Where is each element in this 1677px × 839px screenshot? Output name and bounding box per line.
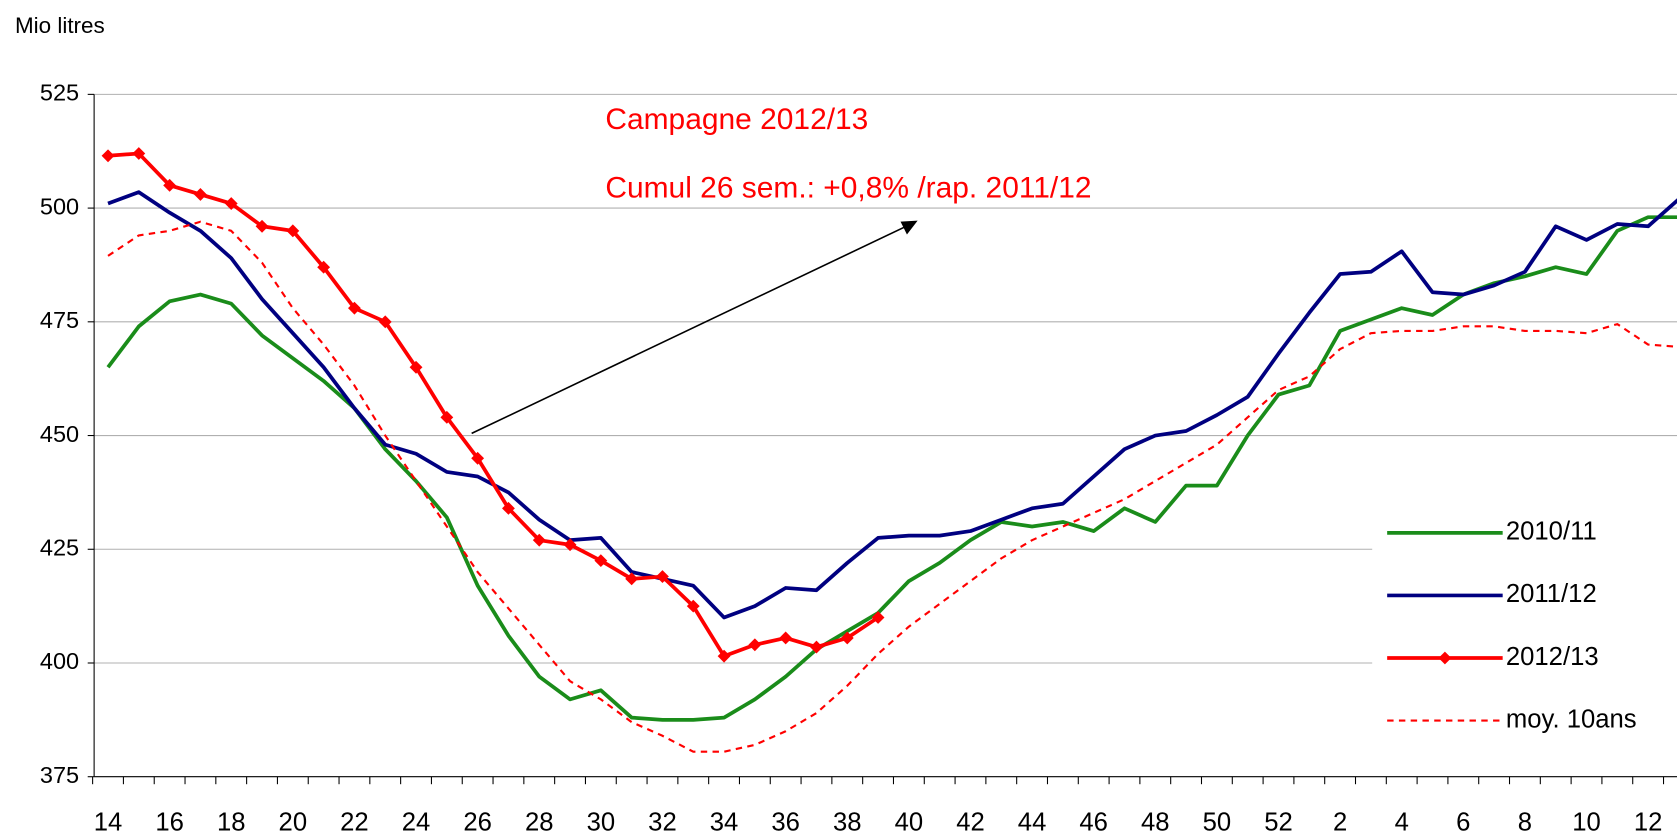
series-marker <box>748 638 762 652</box>
x-tick-label: 42 <box>956 809 985 837</box>
annotation-arrow <box>471 225 908 435</box>
x-tick-label: 40 <box>895 809 924 837</box>
y-tick-label: 450 <box>40 421 79 447</box>
x-tick-label: 46 <box>1079 809 1108 837</box>
y-tick-label: 425 <box>40 534 79 560</box>
series-marker <box>779 631 793 645</box>
x-tick-label: 44 <box>1018 809 1047 837</box>
x-tick-label: 38 <box>833 809 862 837</box>
x-tick-label: 50 <box>1203 809 1232 837</box>
series-marker <box>101 149 115 163</box>
x-tick-label: 22 <box>340 809 369 837</box>
series-marker <box>563 538 577 552</box>
x-tick-label: 30 <box>587 809 616 837</box>
x-tick-label: 26 <box>463 809 492 837</box>
series-marker <box>317 260 331 274</box>
series-line <box>107 151 880 659</box>
x-tick-label: 4 <box>1395 809 1409 837</box>
x-tick-label: 16 <box>155 809 184 837</box>
y-tick-label: 475 <box>40 307 79 333</box>
series-marker <box>871 611 885 624</box>
y-tick-label: 500 <box>40 193 79 219</box>
x-tick-label: 34 <box>710 809 739 837</box>
y-tick-label: 525 <box>40 80 79 106</box>
x-tick-label: 8 <box>1518 809 1532 837</box>
legend-label: moy. 10ans <box>1506 705 1637 733</box>
series-marker <box>532 533 546 547</box>
series-marker <box>471 451 485 465</box>
x-tick-label: 12 <box>1634 809 1663 837</box>
x-tick-label: 6 <box>1456 809 1470 837</box>
x-tick-label: 14 <box>94 809 123 837</box>
series-line <box>107 220 1677 753</box>
series-marker <box>625 572 639 586</box>
y-tick-label: 400 <box>40 648 79 674</box>
series-marker <box>409 360 423 374</box>
y-axis-label: Mio litres <box>15 13 105 38</box>
x-tick-label: 28 <box>525 809 554 837</box>
series-marker <box>440 410 454 424</box>
series-marker <box>378 315 392 329</box>
series-marker <box>717 649 731 663</box>
annotation: Cumul 26 sem.: +0,8% /rap. 2011/12 <box>605 171 1091 204</box>
x-tick-label: 2 <box>1333 809 1347 837</box>
x-tick-label: 24 <box>402 809 431 837</box>
x-tick-label: 48 <box>1141 809 1170 837</box>
series-marker <box>194 188 207 201</box>
legend-label: 2012/13 <box>1506 643 1599 671</box>
series-marker <box>348 301 361 315</box>
series-marker <box>840 631 854 645</box>
legend-label: 2011/12 <box>1506 580 1597 608</box>
series-line <box>107 190 1677 620</box>
legend-label: 2010/11 <box>1506 518 1597 546</box>
x-tick-label: 18 <box>217 809 246 837</box>
x-tick-label: 20 <box>279 809 308 837</box>
series-marker <box>163 178 177 192</box>
series-marker <box>686 599 700 613</box>
annotation-arrowhead <box>900 220 918 235</box>
series-marker <box>594 554 608 568</box>
series-marker <box>810 640 823 654</box>
x-tick-label: 36 <box>771 809 800 837</box>
annotation: Campagne 2012/13 <box>605 103 868 136</box>
x-tick-label: 32 <box>648 809 677 837</box>
x-tick-label: 52 <box>1264 809 1293 837</box>
y-tick-label: 375 <box>40 762 79 788</box>
x-tick-label: 10 <box>1572 809 1601 837</box>
series-marker <box>502 501 515 515</box>
series-marker <box>656 570 669 583</box>
legend-box <box>1372 500 1677 742</box>
